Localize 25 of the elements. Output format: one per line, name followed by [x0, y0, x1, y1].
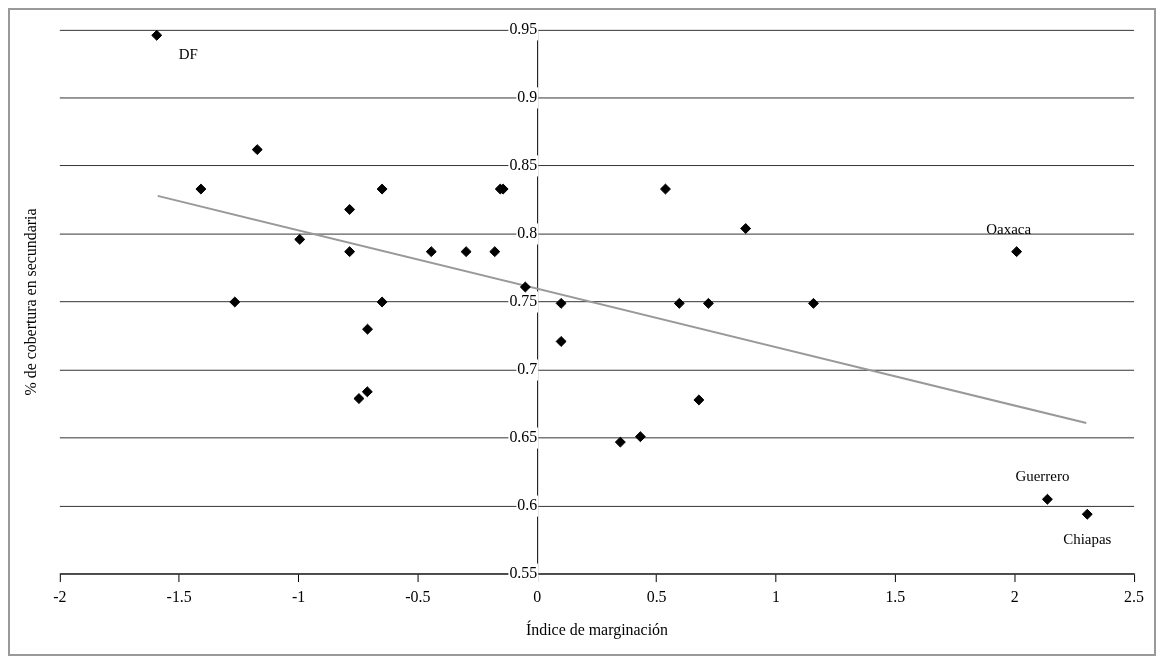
x-tick-label: 1: [772, 587, 780, 605]
x-tick-label: -0.5: [405, 587, 431, 605]
annotation: Chiapas: [1063, 531, 1112, 547]
x-tick-label: -1.5: [166, 587, 192, 605]
annotation: Guerrero: [1015, 468, 1070, 485]
y-tick-label: 0.65: [509, 428, 538, 446]
y-tick-label: 0.9: [517, 88, 538, 106]
annotation: DF: [178, 46, 198, 63]
x-tick-label: 0: [533, 587, 542, 605]
annotation: Oaxaca: [986, 220, 1032, 237]
y-tick-label: 0.75: [509, 292, 538, 310]
y-tick-label: 0.85: [509, 156, 538, 174]
y-tick-label: 0.6: [517, 496, 538, 514]
y-tick-label: 0.55: [509, 564, 538, 582]
x-tick-label: 0.5: [646, 587, 667, 605]
x-tick-label: -2: [53, 587, 67, 605]
y-axis-title: % de cobertura en secundaria: [22, 208, 40, 396]
x-tick-label: 1.5: [885, 587, 906, 605]
x-tick-label: 2: [1010, 587, 1019, 605]
y-tick-label: 0.8: [517, 224, 538, 242]
y-tick-label: 0.7: [517, 360, 538, 378]
x-axis-title: Índice de marginación: [525, 619, 669, 639]
x-tick-label: 2.5: [1124, 587, 1145, 605]
x-tick-label: -1: [291, 587, 306, 605]
y-tick-label: 0.95: [509, 20, 538, 38]
